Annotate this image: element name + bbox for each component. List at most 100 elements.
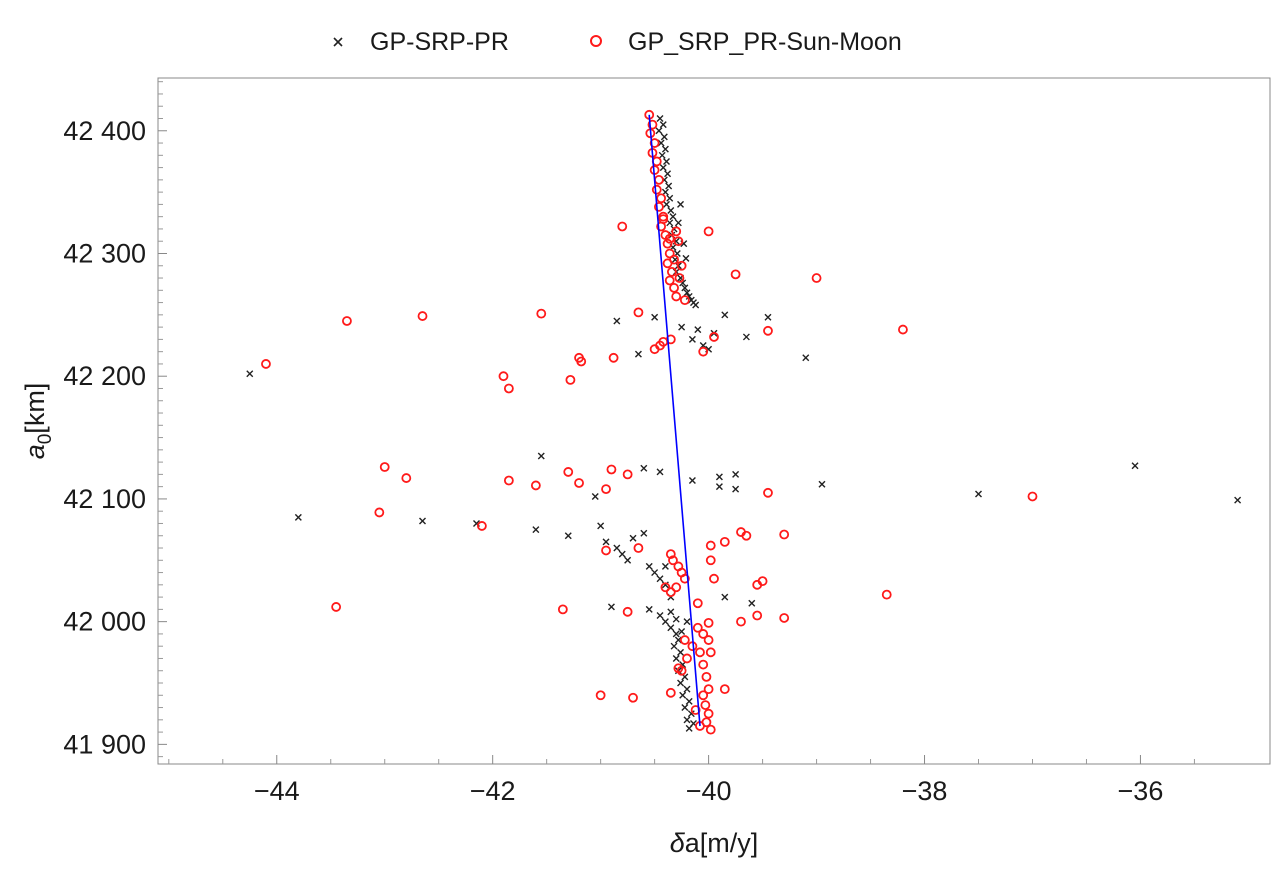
data-point-x [591,492,599,500]
data-point-x-stroke [656,575,664,583]
data-point-x [748,599,756,607]
data-point-x-stroke [640,464,648,472]
data-point-x [651,313,659,321]
data-point-circle [673,236,684,247]
data-point-x [645,605,653,613]
data-point-x [663,200,670,208]
data-point-x-stroke [680,240,688,248]
data-point-circle [703,635,714,645]
data-point-x [532,526,540,534]
x-axis-label-text: a[m/y] [685,828,759,858]
data-point-x-stroke [679,279,687,287]
data-point-x-stroke [419,517,426,525]
data-point-x-stroke [715,473,723,481]
x-tick-label: −38 [902,776,948,806]
data-point-x [688,335,696,343]
data-point-circle [679,295,690,306]
legend-label-series-1: GP-SRP-PR [370,28,509,56]
data-point-x [674,636,682,644]
data-point-circle [741,530,752,541]
data-point-x [629,534,637,542]
data-point-x-stroke [764,313,772,321]
data-point-circle [811,273,822,283]
data-point-x [685,292,693,300]
data-point-x-stroke [665,182,673,190]
y-tick-label: 42 300 [63,238,146,268]
data-point-x-stroke [640,529,648,537]
data-point-x [678,323,686,331]
data-point-circle [665,549,676,560]
data-point-x [661,618,669,626]
data-point-circle [476,521,487,531]
y-axis-label-subscript: 0 [35,434,56,445]
data-point-x [679,279,687,287]
data-point-x [624,556,632,564]
data-point-x-stroke [694,326,702,334]
data-point-x-stroke [564,532,572,540]
data-point-circle [709,573,719,584]
data-point-x-stroke [687,710,695,718]
data-point-x-stroke [532,526,540,534]
data-point-x [661,145,669,153]
data-point-x-stroke [613,317,621,325]
data-point-circle [692,622,703,633]
data-point-x-stroke [294,513,302,521]
data-point-x [419,517,426,525]
data-point-x [685,697,693,705]
data-point-circle [633,307,644,318]
data-point-circle [563,467,574,477]
data-point-circle [671,226,682,237]
data-point-x-stroke [688,335,696,343]
data-point-x-stroke [666,219,674,227]
data-point-x-stroke [1131,462,1139,470]
x-axis-label: δa[m/y] [670,828,759,858]
data-point-x-stroke [246,370,254,378]
data-point-x [294,513,302,521]
data-point-circle [379,462,390,472]
data-point-circle [617,221,628,232]
data-point-x [721,593,729,601]
data-point-circle [628,692,638,703]
data-point-circle [705,724,716,735]
data-point-circle [703,226,714,237]
data-point-x [658,151,666,159]
data-point-x-stroke [721,593,729,601]
data-point-circle [649,138,660,148]
data-point-x-stroke [677,648,685,656]
data-point-x [665,182,673,190]
x-axis-label-symbol: δ [670,828,686,858]
x-tick-label: −44 [254,776,300,806]
data-point-x [597,522,605,530]
data-point-circle [752,610,763,621]
data-point-x-stroke [681,673,689,681]
data-point-circle [757,576,768,587]
x-tick-label: −36 [1118,776,1164,806]
data-point-circle [701,671,712,682]
data-point-circle [662,238,673,249]
data-point-circle [703,708,714,719]
data-point-circle [633,543,644,553]
data-point-circle [679,573,690,584]
data-point-x [602,538,610,546]
data-point-x-stroke [613,544,621,552]
data-point-x [634,350,642,358]
data-point-circle [601,484,611,495]
data-point-x-stroke [678,627,686,635]
data-point-circle [698,346,709,357]
data-point-x [651,569,659,577]
data-point-x-stroke [624,556,632,564]
data-point-circle [679,635,690,645]
data-point-x [657,139,665,147]
data-point-circle [374,507,385,518]
data-point-circle [576,356,587,367]
data-point-x-stroke [660,133,668,141]
data-point-x [975,490,982,498]
data-point-x-stroke [802,354,810,362]
data-point-circle [503,383,514,394]
data-point-x [721,311,729,319]
data-marks [246,109,1242,735]
data-point-x-stroke [663,157,670,165]
data-point-circle [700,700,711,710]
data-point-x-stroke [679,691,687,699]
